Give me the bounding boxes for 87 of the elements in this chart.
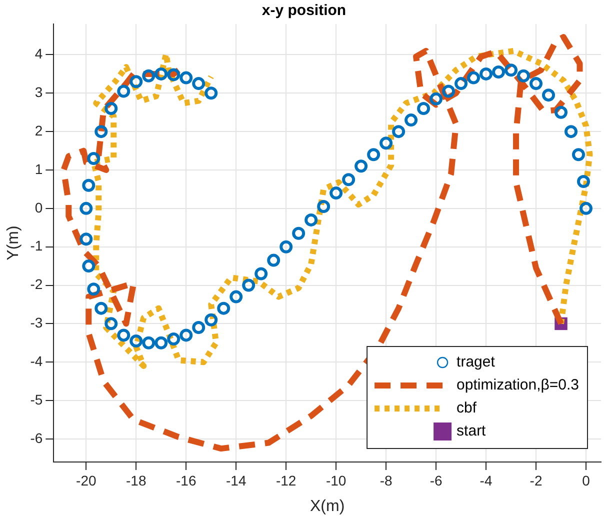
y-tick-label: 3 xyxy=(34,84,43,100)
point xyxy=(154,336,168,350)
point xyxy=(87,282,100,296)
x-tick-label: -14 xyxy=(226,472,246,488)
point xyxy=(192,77,206,90)
point xyxy=(354,160,368,173)
point xyxy=(130,334,143,348)
point xyxy=(154,67,168,80)
point xyxy=(542,88,556,102)
point xyxy=(392,125,406,138)
x-tick-label: -20 xyxy=(76,472,96,488)
x-axis-title: X(m) xyxy=(310,498,345,515)
y-tick-label: -4 xyxy=(30,352,43,369)
point xyxy=(504,64,518,77)
point xyxy=(564,125,578,138)
point xyxy=(167,68,180,82)
point xyxy=(517,69,530,82)
y-tick-label: 4 xyxy=(34,46,43,62)
x-tick-label: -12 xyxy=(276,472,296,488)
point xyxy=(94,302,108,315)
point xyxy=(572,148,586,162)
point xyxy=(267,254,280,267)
point xyxy=(82,260,96,273)
point xyxy=(180,71,193,84)
point xyxy=(117,328,130,342)
x-tick-label: -4 xyxy=(480,472,492,488)
point xyxy=(217,302,230,315)
point xyxy=(442,84,456,98)
point xyxy=(317,200,330,213)
point xyxy=(180,328,193,342)
y-tick-label: 0 xyxy=(34,199,43,216)
point xyxy=(292,226,306,240)
x-tick-label: -8 xyxy=(380,472,392,488)
point xyxy=(280,240,293,254)
y-tick-label: -6 xyxy=(30,430,43,446)
point xyxy=(417,102,430,116)
point xyxy=(142,69,156,82)
point xyxy=(530,77,543,90)
point xyxy=(142,336,156,350)
point xyxy=(94,125,108,138)
point xyxy=(454,77,468,90)
y-tick-label: -5 xyxy=(30,391,43,408)
chart-title: x-y position xyxy=(262,2,346,20)
point xyxy=(554,106,568,119)
point xyxy=(80,232,93,246)
point xyxy=(242,278,256,292)
point xyxy=(254,267,268,280)
legend-label: start xyxy=(456,422,487,440)
x-tick-label: -6 xyxy=(430,472,442,488)
y-tick-label: -2 xyxy=(30,276,43,292)
point xyxy=(367,148,380,162)
legend-label: traget xyxy=(456,354,496,371)
point xyxy=(480,67,493,80)
point xyxy=(342,173,356,186)
point xyxy=(104,317,118,330)
point xyxy=(580,202,593,215)
point xyxy=(167,332,180,346)
point xyxy=(204,86,218,100)
x-tick-label: 0 xyxy=(582,472,590,488)
legend-label: cbf xyxy=(456,400,478,417)
x-tick-label: -2 xyxy=(530,472,542,488)
point xyxy=(380,136,393,150)
legend-label: optimization,β=0.3 xyxy=(456,376,580,394)
x-tick-label: -18 xyxy=(126,472,146,488)
point xyxy=(577,175,590,188)
y-tick-label: -1 xyxy=(30,238,43,254)
point xyxy=(82,178,96,192)
point xyxy=(130,75,143,88)
point xyxy=(430,92,443,106)
point xyxy=(87,152,100,165)
point xyxy=(204,313,218,326)
x-tick-label: -10 xyxy=(326,472,346,488)
x-tick-label: -16 xyxy=(176,472,196,488)
point xyxy=(492,66,506,79)
point xyxy=(404,114,418,127)
point xyxy=(117,84,130,98)
point xyxy=(230,290,243,304)
point xyxy=(104,102,118,116)
y-tick-label: 1 xyxy=(34,160,43,177)
point xyxy=(467,71,480,84)
y-tick-label: 2 xyxy=(34,122,43,138)
point xyxy=(80,202,93,215)
point xyxy=(192,321,206,334)
point xyxy=(330,186,343,200)
y-tick-label: -3 xyxy=(30,314,43,331)
y-axis-title: Y(m) xyxy=(5,226,22,260)
point xyxy=(304,213,318,226)
